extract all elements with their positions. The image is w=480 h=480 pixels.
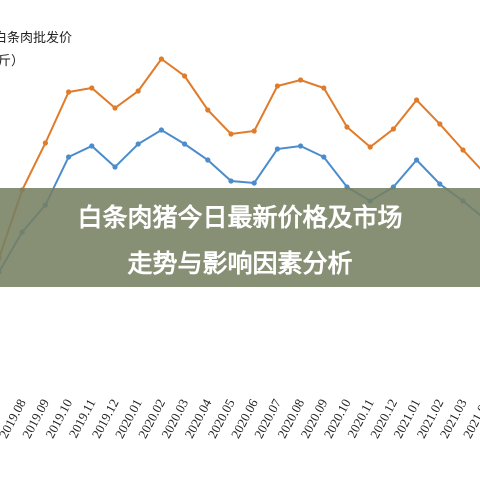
series-line [0,57,480,259]
point [274,83,280,89]
point [298,77,304,83]
point [321,154,327,160]
point [460,147,466,153]
point [390,126,396,132]
point [414,97,420,103]
point [112,164,118,170]
y-axis-label: 斤） [0,54,24,69]
point [112,105,118,111]
point [205,157,211,163]
point [251,180,257,186]
point [135,88,141,94]
point [42,140,49,146]
point [274,146,280,152]
point [367,144,373,150]
point [228,131,234,137]
point [344,124,350,130]
point [89,85,95,91]
point [182,73,188,79]
point [321,85,327,91]
point [89,143,95,149]
point [228,178,234,184]
point [66,89,72,95]
point [437,181,443,187]
point [158,127,164,133]
point [205,107,211,113]
series-line [0,128,480,273]
point [414,157,420,163]
point [135,141,141,147]
point [298,143,304,149]
point [251,128,257,134]
title-banner [0,188,480,287]
point [182,141,188,147]
banner-title: 走势与影响因素分析 [127,249,352,278]
chart-title: 白条肉批发价 [0,30,72,46]
point [66,154,72,160]
banner-title: 白条肉猪今日最新价格及市场 [77,203,402,232]
point [158,56,164,62]
point [437,121,443,127]
